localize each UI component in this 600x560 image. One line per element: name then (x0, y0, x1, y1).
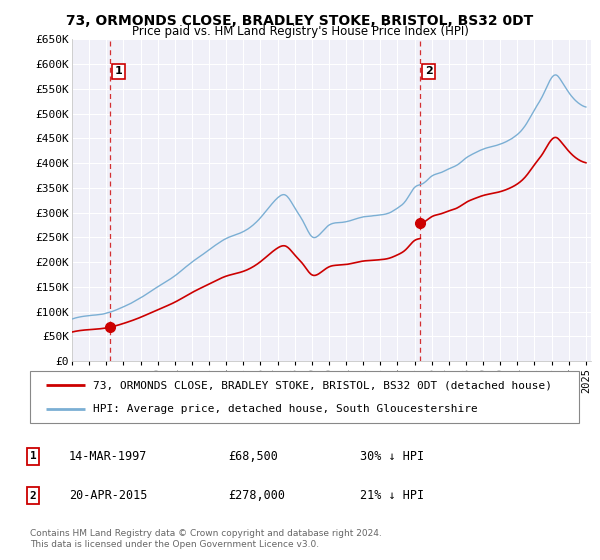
FancyBboxPatch shape (30, 371, 579, 423)
Text: 14-MAR-1997: 14-MAR-1997 (69, 450, 148, 463)
Text: 30% ↓ HPI: 30% ↓ HPI (360, 450, 424, 463)
Text: 73, ORMONDS CLOSE, BRADLEY STOKE, BRISTOL, BS32 0DT: 73, ORMONDS CLOSE, BRADLEY STOKE, BRISTO… (67, 14, 533, 28)
Text: Price paid vs. HM Land Registry's House Price Index (HPI): Price paid vs. HM Land Registry's House … (131, 25, 469, 38)
Text: 2: 2 (29, 491, 37, 501)
Text: Contains HM Land Registry data © Crown copyright and database right 2024.
This d: Contains HM Land Registry data © Crown c… (30, 529, 382, 549)
Text: 1: 1 (115, 67, 122, 76)
Text: HPI: Average price, detached house, South Gloucestershire: HPI: Average price, detached house, Sout… (93, 404, 478, 414)
Text: 2: 2 (425, 67, 433, 76)
Text: 1: 1 (29, 451, 37, 461)
Text: £68,500: £68,500 (228, 450, 278, 463)
Text: 21% ↓ HPI: 21% ↓ HPI (360, 489, 424, 502)
Text: 73, ORMONDS CLOSE, BRADLEY STOKE, BRISTOL, BS32 0DT (detached house): 73, ORMONDS CLOSE, BRADLEY STOKE, BRISTO… (93, 380, 552, 390)
Text: £278,000: £278,000 (228, 489, 285, 502)
Text: 20-APR-2015: 20-APR-2015 (69, 489, 148, 502)
